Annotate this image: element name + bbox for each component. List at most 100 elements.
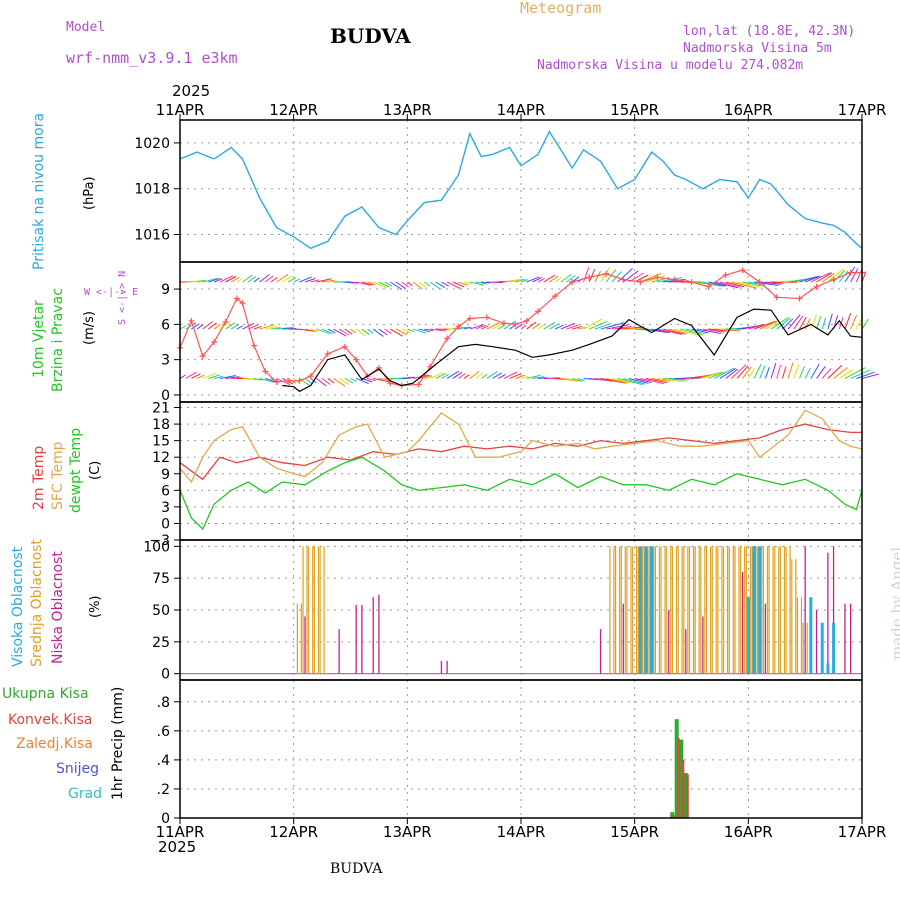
wind-speed-marker (188, 317, 195, 324)
wind-barb (538, 377, 547, 379)
wind-barb (202, 277, 218, 283)
wind-barb (219, 375, 237, 379)
wind-barb (316, 278, 332, 283)
wind-barb (781, 366, 787, 379)
wind-barb (861, 318, 869, 330)
wind-barb (742, 366, 752, 379)
wind-barb (486, 370, 498, 379)
wind-barb (384, 328, 392, 334)
wind-barb (333, 328, 347, 337)
wind-speed-marker (705, 283, 712, 290)
wind-barb (304, 277, 316, 283)
cloud-bar-mid (717, 546, 723, 674)
wind-barb (725, 281, 745, 288)
wind-barb (435, 372, 446, 379)
wind-barb (611, 377, 631, 384)
wind-barb (611, 325, 632, 330)
wind-speed-marker (722, 271, 729, 278)
x-tick-label-bottom: 15APR (610, 823, 659, 841)
wind-barb (492, 323, 503, 330)
wind-speed-marker (233, 295, 240, 302)
wind-barb (492, 372, 502, 379)
wind-barb (617, 326, 645, 330)
wind-barb (407, 328, 415, 333)
wind-barb (242, 274, 253, 283)
wind-barb (327, 378, 335, 384)
wind-barb (191, 323, 200, 330)
wind-barb (520, 324, 527, 330)
wind-barb (793, 364, 800, 379)
wind-barb (838, 369, 854, 379)
wind-barb (429, 281, 441, 290)
wind-barb (464, 281, 472, 285)
legend-zaledj: Zaledj.Kisa (16, 736, 93, 752)
cloud-bar-mid (637, 546, 643, 674)
wind-barb (657, 277, 683, 283)
wind-barb (350, 328, 356, 334)
wind-barb (390, 281, 403, 290)
wind-barb (304, 328, 317, 332)
wind-barb (821, 272, 835, 283)
wind-barb (355, 378, 369, 384)
wind-barb (253, 325, 262, 330)
wind-barb (526, 374, 541, 379)
wind-barb (373, 281, 387, 289)
wind-barb (452, 281, 465, 288)
y-tick-label: 18 (152, 417, 170, 433)
wind-barb (804, 318, 811, 330)
y-tick-label: 3 (161, 500, 170, 516)
wind-barb (714, 281, 739, 289)
wind-speed-marker (483, 314, 490, 321)
wind-barb (270, 276, 278, 283)
wind-speed-marker (262, 368, 269, 375)
y-tick-label: 1018 (134, 182, 170, 198)
wind-barb (799, 316, 807, 330)
x-tick-label-bottom: 14APR (497, 823, 546, 841)
wind-barb (549, 323, 560, 330)
precip-bar-total (683, 773, 688, 818)
wind-speed-marker (222, 319, 229, 325)
x-tick-label-bottom: 12APR (269, 823, 318, 841)
wind-barb (645, 377, 667, 384)
wind-speed-marker (552, 293, 559, 300)
wind-barb (401, 328, 411, 334)
wind-barb (804, 367, 811, 379)
wind-barb (498, 373, 506, 379)
wind-barb (446, 281, 461, 289)
wind-barb (316, 378, 327, 387)
wind-speed-marker (455, 323, 462, 330)
wind-speed-marker (512, 321, 519, 328)
legend-ukupna: Ukupna Kisa (2, 686, 89, 702)
wind-barb (838, 270, 849, 283)
wind-barb (765, 320, 780, 330)
wind-barb (464, 326, 472, 330)
wind-barb (787, 362, 794, 379)
wind-barb (651, 377, 671, 382)
wind-barb (418, 328, 430, 333)
y-tick-label: .6 (157, 724, 170, 740)
wind-barb (623, 377, 646, 385)
wind-barb (259, 324, 275, 330)
cloud-bar-mid (700, 546, 706, 674)
wind-barb (645, 328, 668, 333)
wind-barb (821, 368, 832, 379)
y-tick-label: .2 (157, 782, 170, 798)
wind-speed-marker (296, 377, 303, 384)
wind-barb (543, 321, 556, 330)
cloud-bar-mid (654, 546, 660, 674)
wind-barb (219, 275, 234, 283)
y-tick-label: 0 (161, 388, 170, 404)
wind-barb (719, 281, 742, 288)
elevation-text: Nadmorska Visina 5m (683, 41, 832, 56)
cloud-bar-mid (694, 546, 700, 674)
precip-bar-total (670, 812, 675, 818)
cloud-bar-mid (711, 546, 717, 674)
y-tick-label: 0 (161, 516, 170, 532)
wind-barb (373, 377, 389, 383)
wind-barb (344, 328, 353, 335)
cloud-bar-mid (296, 603, 302, 674)
wind-barb (384, 281, 393, 287)
wind-speed-marker (756, 279, 763, 285)
cloud-bar-mid (734, 546, 740, 674)
coords-text: lon,lat (18.8E, 42.3N) (683, 24, 856, 39)
